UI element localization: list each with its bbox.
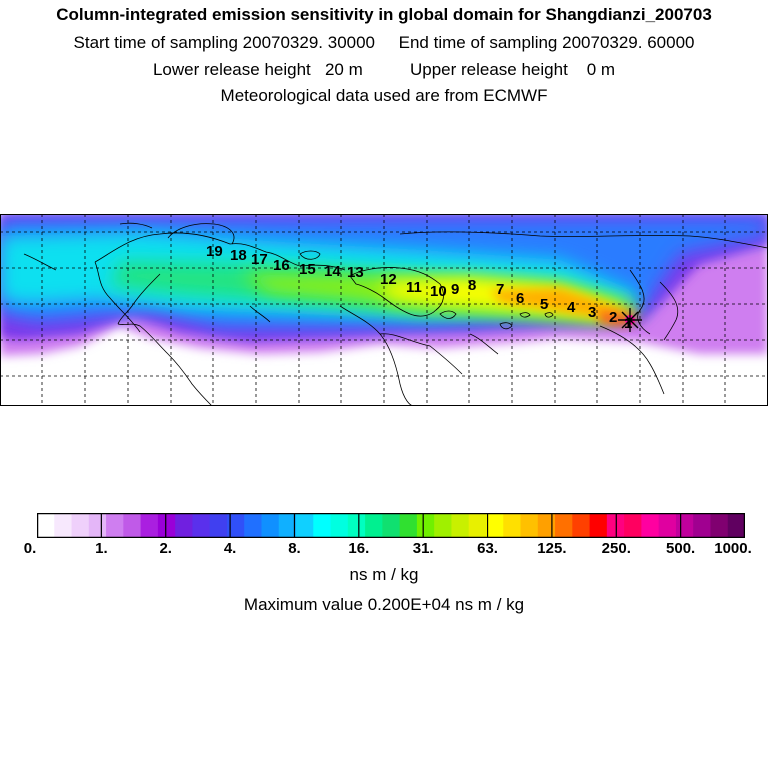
colorbar-swatch [140,513,159,538]
colorbar-swatch [347,513,366,538]
colorbar-swatch [641,513,660,538]
colorbar-swatch [313,513,332,538]
sampling-times: Start time of sampling 20070329. 30000 E… [0,33,768,53]
day-label: 6 [516,290,524,307]
colorbar-tick-label: 125. [537,540,567,557]
colorbar-swatch [278,513,297,538]
colorbar-swatch [572,513,591,538]
colorbar-swatch [365,513,383,538]
colorbar-swatch [624,513,642,538]
start-value: 20070329. 30000 [242,33,376,52]
day-label: 8 [468,277,476,294]
colorbar-swatch [54,513,73,538]
colorbar-tick-label: 250. [601,540,631,557]
end-label: End time of sampling [398,33,558,52]
day-label: 13 [347,264,364,281]
colorbar-tick-label: 500. [666,540,696,557]
colorbar-swatch [658,513,677,538]
day-label: 3 [588,304,596,321]
chart-title: Column-integrated emission sensitivity i… [56,5,712,24]
day-label: 9 [451,281,459,298]
colorbar-swatch [468,513,487,538]
colorbar-swatch [710,513,729,538]
colorbar-tick-label: 0. [23,540,37,557]
colorbar-swatch [209,513,228,538]
start-label: Start time of sampling [73,33,238,52]
colorbar [37,513,745,538]
colorbar-swatch [157,513,176,538]
colorbar-swatch [192,513,211,538]
colorbar-tick-label: 4. [223,540,237,557]
colorbar-swatch [296,513,314,538]
colorbar-swatch [451,513,470,538]
colorbar-swatch [175,513,194,538]
colorbar-swatch [330,513,349,538]
colorbar-swatch [226,513,245,538]
colorbar-swatch [123,513,142,538]
day-label: 7 [496,281,504,298]
colorbar-swatch [693,513,712,538]
day-label: 12 [380,271,397,288]
colorbar-swatch [727,513,745,538]
colorbar-swatch [434,513,453,538]
colorbar-swatch [589,513,608,538]
release-heights: Lower release height 20 m Upper release … [0,60,768,80]
end-value: 20070329. 60000 [562,33,695,52]
met-data-line: Meteorological data used are from ECMWF [220,86,548,105]
day-label: 4 [567,299,576,316]
day-label: 15 [299,261,316,278]
day-label: 16 [273,257,290,274]
colorbar-swatch [537,513,556,538]
colorbar-tick-label: 1000. [714,540,752,557]
colorbar-tick-label: 16. [348,540,370,557]
day-label: 2 [609,309,617,326]
colorbar-tick-label: 8. [288,540,301,557]
colorbar-tick-label: 31. [412,540,434,557]
colorbar-swatch [106,513,124,538]
upper-value: 0 m [586,60,616,79]
maximum-value: Maximum value 0.200E+04 ns m / kg [0,595,768,615]
day-label: 17 [251,251,268,268]
day-label: 18 [230,247,247,264]
colorbar-swatch [503,513,522,538]
day-label: 11 [406,279,422,296]
colorbar-swatch [244,513,263,538]
day-label: 19 [206,243,223,260]
colorbar-swatch [261,513,280,538]
colorbar-tick-label: 2. [159,540,172,557]
day-label: 5 [540,296,548,313]
max-label: Maximum value [243,595,363,614]
colorbar-swatch [485,513,504,538]
day-label: 14 [324,263,341,280]
lower-value: 20 m [324,60,363,79]
day-label: 10 [430,283,447,300]
colorbar-swatch [71,513,90,538]
upper-label: Upper release height [409,60,568,79]
colorbar-swatch [88,513,107,538]
colorbar-tick-label: 63. [477,540,498,557]
colorbar-swatch [416,513,435,538]
graticule [0,214,768,406]
day-label: 1 [624,315,632,332]
colorbar-swatch [555,513,573,538]
max-value: 0.200E+04 ns m / kg [367,595,525,614]
colorbar-unit: ns m / kg [349,565,419,584]
colorbar-swatch [520,513,539,538]
colorbar-swatch [399,513,418,538]
colorbar-swatch [37,513,55,538]
colorbar-swatch [382,513,401,538]
colorbar-swatch [675,513,694,538]
receptor-star-icon [618,308,642,332]
colorbar-tick-label: 1. [95,540,108,557]
lower-label: Lower release height [152,60,311,79]
